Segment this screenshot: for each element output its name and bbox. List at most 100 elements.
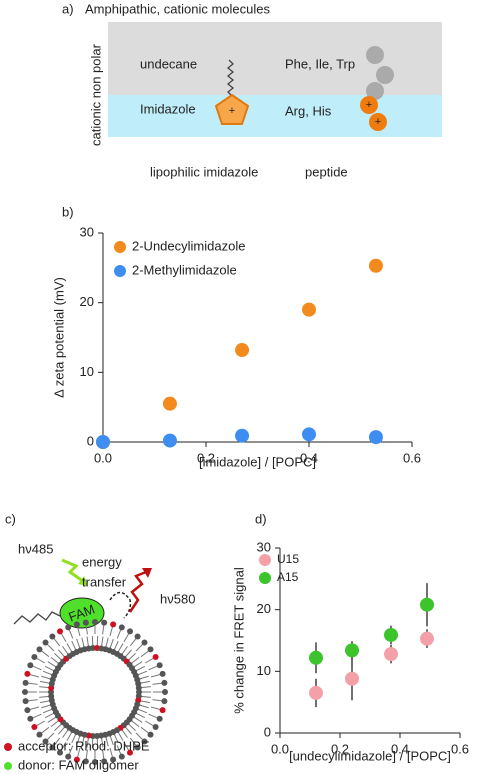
lipid-head: [110, 621, 117, 628]
lipid-head: [57, 749, 63, 756]
vesicle: [22, 619, 168, 765]
lipid-head: [49, 633, 56, 640]
lipid-head: [118, 624, 125, 631]
residue: [360, 96, 378, 114]
data-point: [420, 631, 434, 646]
legend-label: A15: [277, 570, 299, 584]
lipid-head: [159, 670, 166, 677]
y-tick-label: 0: [264, 724, 271, 739]
lipid-head: [141, 738, 148, 745]
y-tick-label: 20: [80, 294, 94, 309]
data-point: [345, 643, 359, 658]
x-tick-label: 0.4: [300, 450, 318, 465]
lipid-head: [94, 732, 101, 739]
legend-label: 2-Undecylimidazole: [132, 238, 245, 253]
legend-label: U15: [277, 552, 299, 566]
caption: peptide: [305, 164, 348, 179]
lipid-head: [65, 753, 72, 760]
lipid-head: [73, 756, 80, 763]
lipid-head: [31, 654, 38, 660]
oligomer-tail: [13, 611, 61, 625]
donor-icon: [4, 762, 12, 770]
lipid-head: [147, 646, 154, 653]
lipid-head: [101, 758, 108, 765]
lipid-head: [49, 744, 56, 751]
acceptor-icon: [4, 743, 12, 751]
data-point: [235, 428, 250, 443]
lipid-head: [127, 628, 133, 635]
data-point: [384, 647, 398, 662]
lipid-head: [42, 639, 49, 646]
lipid-head: [65, 624, 72, 631]
lipid-head: [134, 744, 141, 751]
lipid-head: [57, 628, 63, 635]
data-point: [302, 302, 316, 317]
data-point: [96, 435, 110, 449]
x-tick-label: 0.6: [451, 741, 469, 756]
residue: [366, 46, 384, 64]
legend-label: 2-Methylimidazole: [132, 262, 237, 277]
arrowhead: [78, 576, 88, 586]
lipid-head: [22, 689, 28, 695]
cationic-region: [108, 95, 442, 137]
residue: [366, 82, 384, 100]
y-tick-label: 10: [257, 663, 271, 678]
excitation-arrow: [61, 558, 85, 584]
y-tick-label: 30: [257, 539, 271, 554]
lipid-head: [156, 662, 163, 669]
lipid-head: [92, 619, 98, 625]
x-axis-label: [imidazole] / [POPC]: [199, 454, 316, 469]
y-axis-label: % change in FRET signal: [231, 567, 246, 714]
lipid-head: [135, 684, 142, 691]
data-point: [345, 671, 359, 686]
lipid-head: [24, 670, 31, 677]
data-point: [162, 396, 177, 411]
lipid-head: [27, 715, 34, 722]
data-point: [368, 430, 383, 445]
label: transfer: [82, 574, 127, 589]
label: Phe, Ile, Trp: [285, 56, 355, 71]
y-tick-label: 10: [80, 364, 94, 379]
lipid-head: [24, 707, 31, 714]
lipid-head: [152, 654, 159, 660]
data-point: [302, 427, 316, 442]
emission-arrow: [128, 570, 147, 613]
y-axis-label: Δ zeta potential (mV): [51, 277, 66, 398]
lipid-head: [27, 662, 34, 669]
y-tick-label: 20: [257, 601, 271, 616]
lipid-head: [31, 724, 38, 730]
charge: +: [366, 99, 372, 111]
x-tick-label: 0.2: [331, 741, 349, 756]
panel-label: b): [62, 204, 74, 219]
data-point: [235, 343, 250, 358]
arrowhead: [142, 568, 152, 578]
lipid-head: [82, 758, 89, 765]
x-tick-label: 0.0: [94, 450, 112, 465]
lipid-head: [156, 715, 163, 722]
legend-marker: [259, 572, 271, 584]
panel-title: Amphipathic, cationic molecules: [85, 1, 270, 16]
label: energy: [82, 554, 122, 569]
lipid-head: [161, 679, 168, 686]
data-point: [420, 597, 434, 612]
x-tick-label: 0.2: [197, 450, 215, 465]
lipid-head: [89, 645, 96, 652]
panel-label: a): [62, 1, 74, 16]
lipid-head: [36, 731, 43, 738]
lipid-head: [73, 621, 80, 628]
legend-text: acceptor: Rhod. DHPE: [18, 738, 150, 753]
lipid-head: [141, 639, 148, 646]
lipid-head: [42, 738, 49, 745]
y-tick-label: 0: [87, 433, 94, 448]
legend-marker: [114, 265, 126, 277]
lipid-head: [161, 698, 168, 705]
lipid-head: [110, 756, 117, 763]
data-point: [162, 433, 177, 448]
alkyl-chain: [226, 59, 235, 97]
data-point: [309, 650, 323, 665]
residue: [376, 66, 394, 84]
data-point: [368, 258, 383, 273]
x-axis-label: [undecylimidazole] / [POPC]: [289, 748, 451, 763]
lipid-head: [159, 707, 166, 714]
lipid-head: [82, 619, 89, 626]
